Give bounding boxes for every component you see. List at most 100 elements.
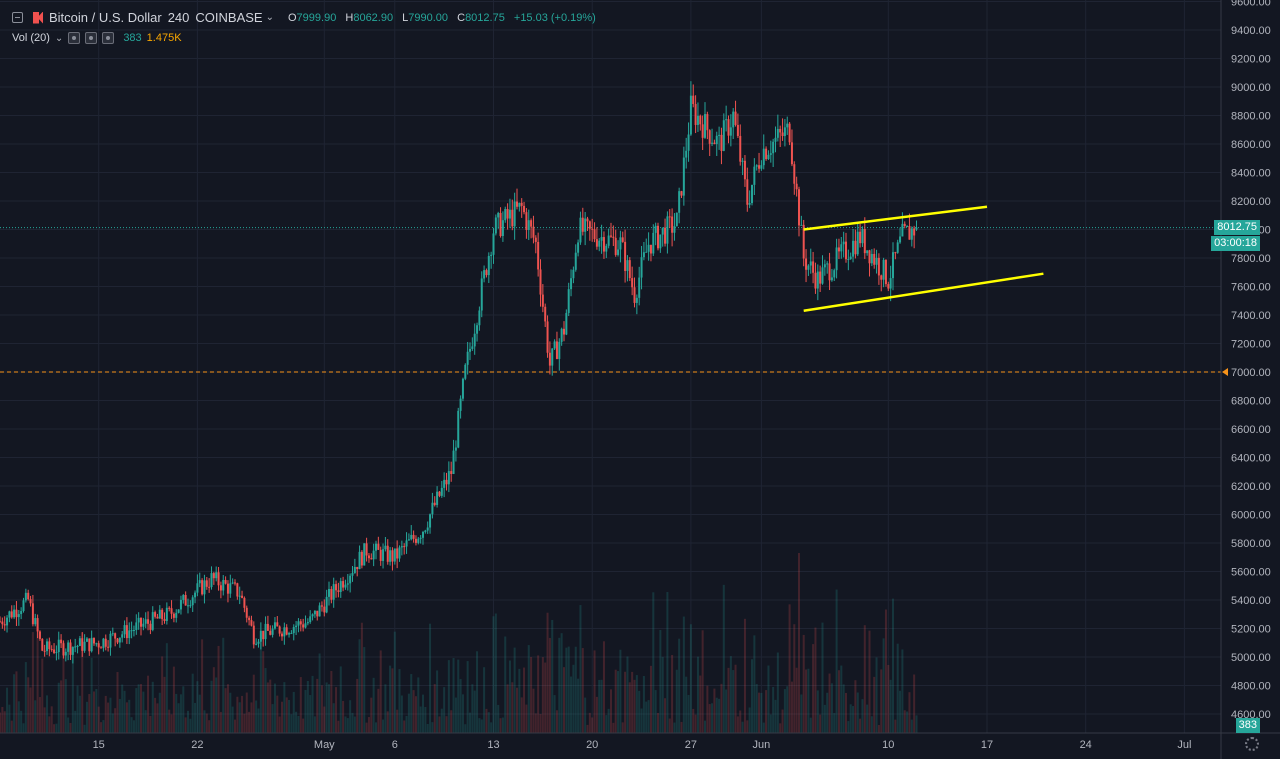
candle-body: [567, 289, 570, 313]
volume-bar: [487, 712, 490, 733]
volume-bar: [610, 689, 612, 733]
candle-body: [473, 333, 476, 347]
volume-bar: [476, 651, 479, 733]
volume-legend: Vol (20) ⌄ 383 1.475K: [12, 32, 182, 44]
candle-body: [217, 572, 220, 586]
candle-body: [123, 625, 126, 635]
candle-body: [379, 549, 382, 561]
candle-body: [102, 638, 105, 649]
volume-bar: [379, 650, 382, 733]
volume-bar: [863, 625, 866, 733]
candle-body: [243, 597, 246, 608]
candle-body: [266, 623, 269, 631]
candle-body: [281, 633, 283, 637]
candle-body: [577, 242, 580, 253]
candle-body: [203, 580, 206, 595]
candle-body: [273, 622, 276, 629]
volume-bar: [668, 718, 671, 733]
candle-body: [262, 630, 265, 640]
volume-bar: [196, 681, 199, 733]
candle-body: [518, 202, 521, 207]
chevron-down-icon[interactable]: ⌄: [265, 12, 274, 23]
settings-icon[interactable]: [1245, 737, 1259, 751]
candle-body: [367, 555, 370, 559]
candle-body: [638, 277, 641, 298]
volume-bar: [563, 667, 565, 733]
volume-bar: [104, 695, 107, 733]
volume-bar: [739, 710, 742, 733]
candle-body: [689, 95, 692, 135]
candle-body: [452, 450, 455, 474]
volume-bar: [370, 697, 373, 733]
volume-badge: 383: [1235, 718, 1260, 733]
price-tick-label: 5800.00: [1231, 538, 1271, 550]
volume-bar: [508, 660, 511, 733]
candle-body: [772, 141, 775, 154]
candle-body: [6, 617, 9, 626]
volume-bar: [812, 644, 815, 733]
candle-body: [384, 545, 387, 550]
volume-bar: [701, 630, 704, 733]
volume-bar: [845, 692, 847, 733]
candle-body: [659, 234, 662, 249]
horizontal-lines: [0, 227, 1221, 373]
symbol-name[interactable]: Bitcoin / U.S. Dollar: [49, 10, 162, 25]
candle-body: [494, 217, 497, 234]
volume-bar: [727, 667, 730, 733]
candle-body: [708, 130, 711, 144]
volume-bar: [250, 702, 253, 733]
volume-bar: [335, 687, 338, 733]
candle-body: [88, 638, 91, 652]
volume-bar: [257, 708, 260, 733]
volume-bar: [107, 702, 110, 733]
volume-bar: [910, 719, 913, 733]
volume-bar: [156, 703, 159, 733]
candle-body: [135, 622, 138, 630]
volume-bar: [551, 619, 554, 733]
volume-bar: [459, 679, 462, 733]
volume-value: 383: [123, 32, 142, 44]
volume-bar: [140, 684, 142, 733]
price-tick-label: 6200.00: [1231, 481, 1271, 493]
volume-bar: [436, 670, 439, 733]
candle-body: [224, 579, 227, 584]
change-value: +15.03 (+0.19%): [513, 11, 596, 24]
candle-body: [642, 252, 645, 258]
volume-bars: [0, 553, 918, 733]
visibility-icon[interactable]: [68, 32, 81, 44]
settings-icon[interactable]: [85, 32, 98, 44]
volume-bar: [440, 708, 443, 733]
volume-bar: [783, 689, 786, 733]
volume-bar: [802, 634, 805, 733]
volume-bar: [97, 706, 100, 733]
volume-bar: [276, 695, 279, 733]
trendlines[interactable]: [803, 205, 1044, 312]
candle-body: [22, 600, 25, 612]
volume-bar: [450, 710, 453, 733]
candle-body: [431, 502, 434, 515]
volume-bar: [720, 683, 723, 733]
remove-icon[interactable]: [102, 32, 115, 44]
collapse-icon[interactable]: [12, 12, 23, 23]
candle-body: [201, 580, 204, 595]
chevron-down-icon[interactable]: ⌄: [54, 32, 64, 44]
candle-body: [215, 572, 218, 579]
volume-label[interactable]: Vol (20): [12, 32, 50, 44]
volume-bar: [565, 647, 568, 733]
exchange[interactable]: COINBASE: [195, 10, 263, 25]
candle-body: [337, 590, 340, 592]
volume-bar: [53, 724, 56, 733]
volume-bar: [537, 655, 540, 733]
candle-body: [631, 278, 634, 288]
candle-body: [295, 625, 298, 628]
candle-body: [722, 120, 725, 151]
candle-body: [478, 310, 481, 326]
candle-body: [598, 240, 601, 247]
volume-bar: [708, 704, 711, 733]
volume-bar: [842, 684, 845, 733]
volume-bar: [215, 677, 218, 733]
candle-body: [882, 259, 885, 280]
interval[interactable]: 240: [167, 10, 190, 25]
candle-body: [46, 641, 48, 652]
